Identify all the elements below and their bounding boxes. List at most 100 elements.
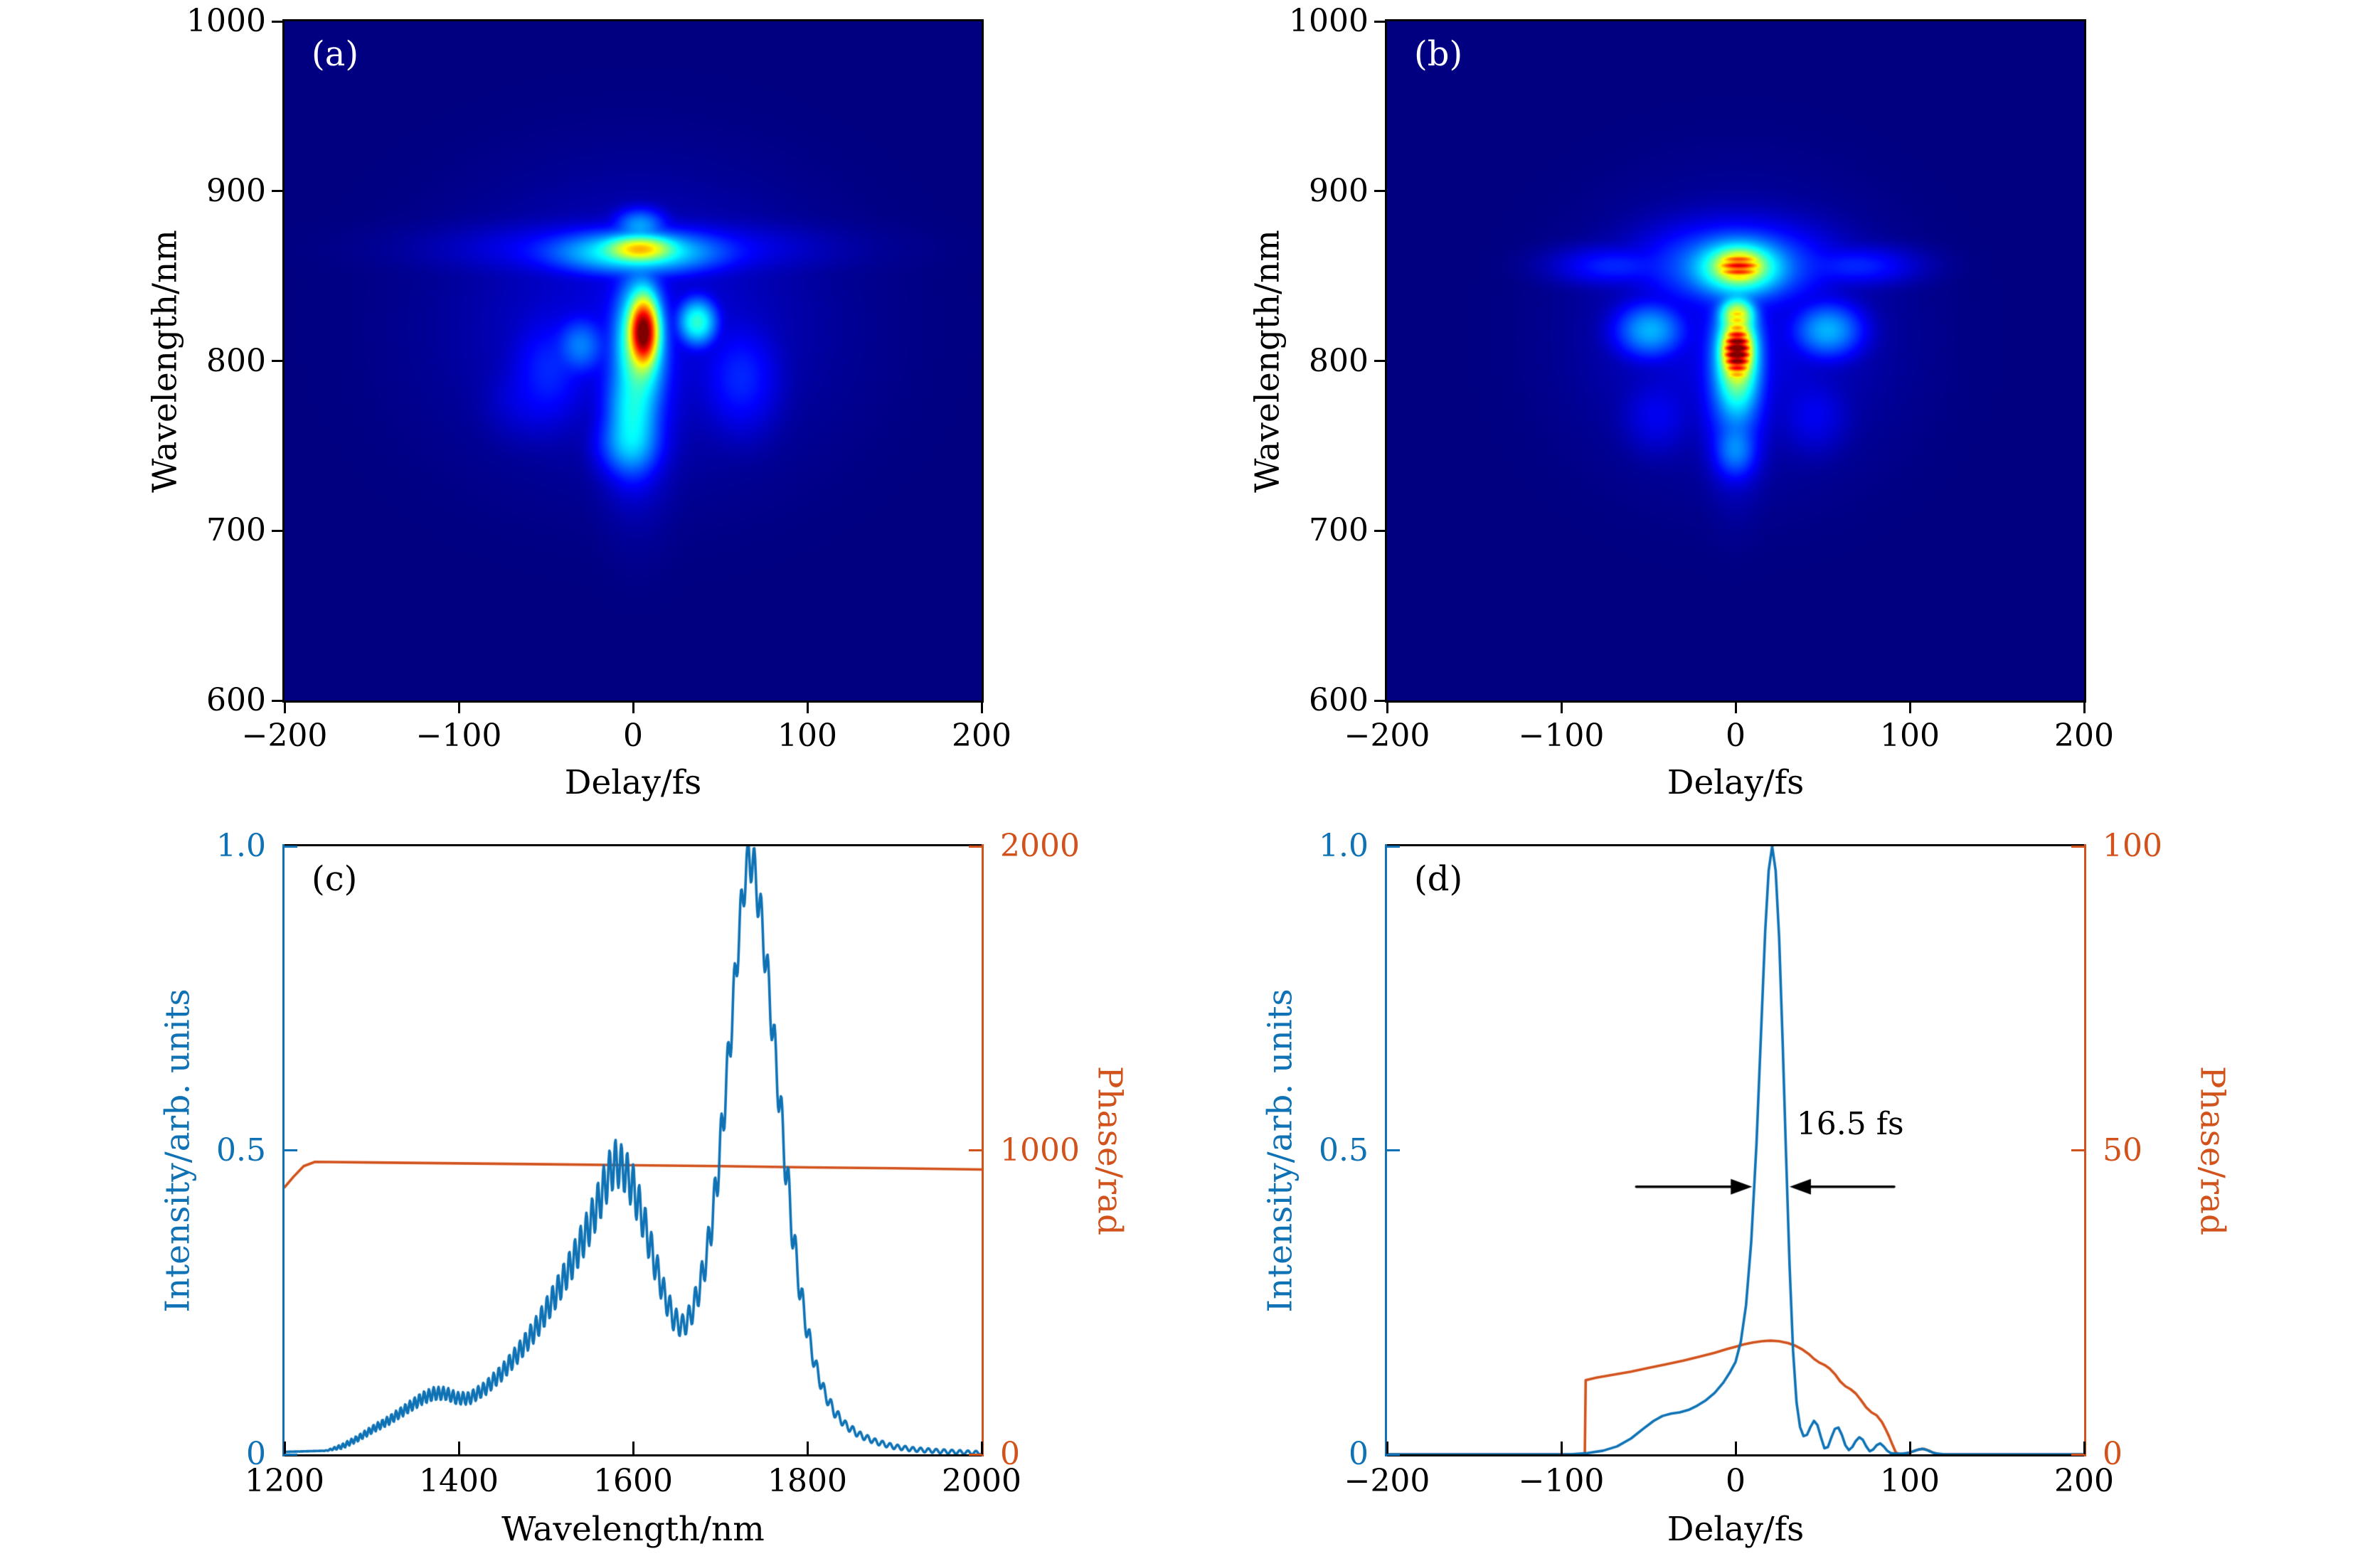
x-tick — [457, 1442, 460, 1454]
y-tick-label-left: 1000 — [1289, 3, 1369, 39]
y-tick-label-right: 0 — [1000, 1436, 1020, 1472]
y-tick-left — [1374, 20, 1387, 23]
axis-spine-left-intensity — [282, 844, 285, 1456]
y-tick-left — [1374, 529, 1387, 532]
axis-spine-bottom — [282, 1454, 984, 1456]
y-tick-label-left: 900 — [1309, 172, 1369, 209]
x-tick — [980, 1442, 983, 1454]
x-tick — [1560, 1442, 1563, 1454]
axis-spine-top — [282, 19, 984, 21]
y-tick-label-left: 0.5 — [1319, 1131, 1369, 1168]
pulse-phase-plot-d — [1387, 846, 2084, 1454]
y-tick-right — [2071, 1453, 2084, 1456]
x-tick-label: −100 — [1518, 718, 1605, 754]
y-axis-label-a: Wavelength/nm — [145, 229, 185, 493]
y-tick-left — [272, 190, 285, 193]
y-tick-left — [272, 699, 285, 702]
y-tick-label-left: 1.0 — [216, 828, 266, 864]
x-axis-label-a: Delay/fs — [564, 763, 702, 802]
y-tick-label-right: 100 — [2103, 828, 2162, 864]
axis-spine-top — [1385, 19, 2086, 21]
y-tick-label-left: 800 — [1309, 342, 1369, 379]
x-axis-label-c: Wavelength/nm — [501, 1510, 765, 1549]
y-tick-left — [1387, 1453, 1400, 1456]
x-tick — [1734, 1442, 1737, 1454]
y-tick-label-left: 600 — [206, 682, 266, 718]
line-plot-c-area: (c) — [282, 844, 984, 1456]
frog-trace-heatmap-b — [1387, 21, 2084, 700]
x-tick — [283, 1442, 286, 1454]
frog-trace-heatmap-a — [285, 21, 982, 700]
axis-spine-bottom — [1385, 1454, 2086, 1456]
y-tick-left — [272, 529, 285, 532]
y-tick-label-left: 600 — [1309, 682, 1369, 718]
x-tick-label: −100 — [1518, 1463, 1605, 1499]
x-tick-label: 100 — [1880, 718, 1940, 754]
pulse-duration-annotation: 16.5 fs — [1796, 1105, 1904, 1142]
x-tick-label: 200 — [952, 718, 1011, 754]
y-tick-left — [272, 360, 285, 362]
x-tick — [632, 1442, 634, 1454]
y-tick-label-left: 900 — [206, 172, 266, 209]
y-tick-label-left: 0.5 — [216, 1131, 266, 1168]
x-tick-label: 100 — [777, 718, 837, 754]
y-tick-left — [1374, 699, 1387, 702]
y-tick-left — [1387, 1149, 1400, 1151]
x-tick — [283, 700, 286, 713]
x-tick — [806, 700, 809, 713]
y-tick-right — [969, 1149, 982, 1151]
y-tick-label-left: 800 — [206, 342, 266, 379]
x-tick — [980, 700, 983, 713]
axis-spine-right — [982, 19, 984, 703]
panel-label-c: (c) — [312, 859, 358, 899]
x-tick-label: 2000 — [942, 1463, 1021, 1499]
x-tick — [632, 700, 634, 713]
x-tick — [457, 700, 460, 713]
y-tick-left — [285, 845, 297, 848]
y-tick-right — [2071, 1149, 2084, 1151]
y-tick-label-left: 0 — [246, 1436, 266, 1472]
y-tick-left — [285, 1149, 297, 1151]
x-tick — [1734, 700, 1737, 713]
x-tick — [1560, 700, 1563, 713]
y-tick-label-left: 1.0 — [1319, 828, 1369, 864]
y-tick-right — [969, 1453, 982, 1456]
y-tick-label-left: 700 — [206, 512, 266, 549]
x-tick-label: 0 — [1726, 1463, 1746, 1499]
y-axis-label-c-right: Phase/rad — [1090, 1065, 1130, 1235]
x-axis-label-d: Delay/fs — [1667, 1510, 1805, 1549]
y-tick-right — [2071, 845, 2084, 848]
x-tick-label: 1800 — [767, 1463, 847, 1499]
line-plot-d-area: (d) — [1385, 844, 2086, 1456]
x-tick-label: 1400 — [419, 1463, 499, 1499]
x-tick-label: 1200 — [245, 1463, 324, 1499]
x-tick — [1386, 700, 1388, 713]
y-axis-label-c-left: Intensity/arb. units — [158, 988, 198, 1313]
x-tick — [1908, 1442, 1911, 1454]
x-tick-label: −200 — [1344, 718, 1430, 754]
axis-spine-top — [282, 844, 984, 846]
x-tick-label: −200 — [241, 718, 328, 754]
x-tick-label: 200 — [2054, 1463, 2114, 1499]
y-tick-label-left: 1000 — [186, 3, 266, 39]
x-tick — [806, 1442, 809, 1454]
axis-spine-right — [2084, 19, 2086, 703]
y-tick-left — [1374, 360, 1387, 362]
x-tick-label: 0 — [623, 718, 643, 754]
y-axis-label-d-right: Phase/rad — [2192, 1065, 2232, 1235]
x-tick — [2083, 700, 2086, 713]
x-tick-label: −100 — [415, 718, 502, 754]
x-axis-label-b: Delay/fs — [1667, 763, 1805, 802]
y-tick-label-right: 1000 — [1000, 1131, 1080, 1168]
y-tick-label-right: 50 — [2103, 1131, 2142, 1168]
x-tick — [2083, 1442, 2086, 1454]
spectrum-phase-plot-c — [285, 846, 982, 1454]
axis-spine-right-phase — [2084, 844, 2086, 1456]
x-tick-label: 1600 — [593, 1463, 673, 1499]
x-tick-label: 200 — [2054, 718, 2114, 754]
axis-spine-top — [1385, 844, 2086, 846]
panel-label-a: (a) — [312, 34, 359, 74]
x-tick-label: −200 — [1344, 1463, 1430, 1499]
axis-spine-right-phase — [982, 844, 984, 1456]
